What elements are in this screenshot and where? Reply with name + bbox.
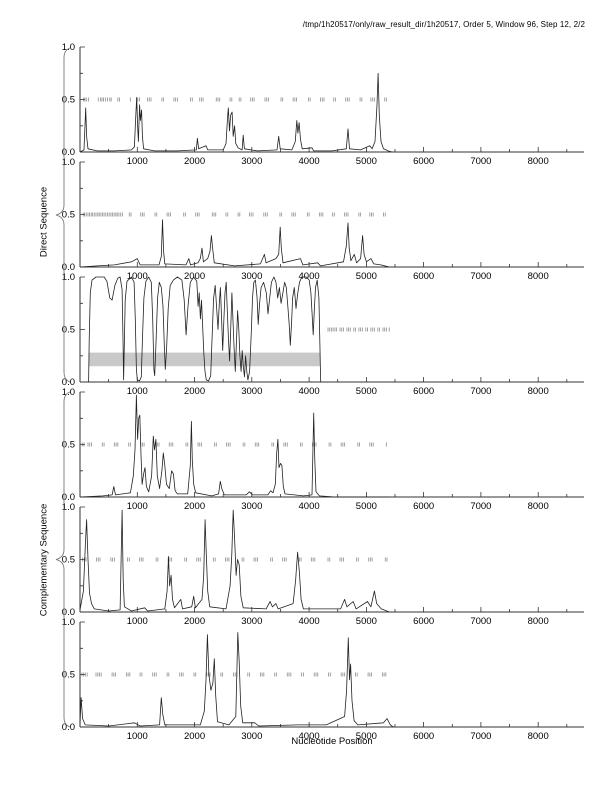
x-tick-label: 1000 [127, 731, 148, 742]
panel-complementary-2: 1000 2000 3000 4000 5000 6000 7000 8000 0.0 0.5 1.… [62, 502, 584, 627]
x-tick-label: 2000 [184, 501, 205, 512]
x-tick-label: 4000 [299, 501, 320, 512]
x-tick-label: 1000 [127, 271, 148, 282]
x-tick-label: 7000 [470, 731, 491, 742]
group-label-direct-sequence: Direct Sequence [38, 186, 50, 258]
panel-complementary-1: 1000 2000 3000 4000 5000 6000 7000 8000 0.0 0.5 1.… [62, 387, 584, 512]
probability-curve [79, 394, 390, 498]
x-tick-label: 2000 [184, 386, 205, 397]
x-tick-label: 2000 [184, 731, 205, 742]
x-tick-label: 8000 [528, 731, 549, 742]
direct-group-brace [55, 47, 71, 383]
x-tick-label: 1000 [127, 501, 148, 512]
probability-curve [79, 219, 390, 268]
complementary-group-brace [55, 391, 71, 728]
probability-curve [79, 509, 390, 613]
x-tick-label: 7000 [470, 616, 491, 627]
x-tick-label: 4000 [299, 731, 320, 742]
x-tick-label: 3000 [241, 271, 262, 282]
x-tick-label: 3000 [241, 616, 262, 627]
x-ticks [108, 607, 568, 612]
x-tick-label: 6000 [413, 731, 434, 742]
x-tick-label: 6000 [413, 386, 434, 397]
probability-curve [79, 632, 394, 728]
x-tick-label: 3000 [241, 156, 262, 167]
y-tick-label: 0.5 [62, 95, 75, 106]
half-level-markers [82, 212, 386, 217]
x-tick-label: 4000 [299, 386, 320, 397]
x-tick-label: 5000 [356, 616, 377, 627]
x-tick-label: 6000 [413, 156, 434, 167]
x-tick-label: 7000 [470, 501, 491, 512]
y-ticks [80, 46, 85, 153]
y-tick-label: 0.5 [62, 325, 75, 336]
probability-curve [88, 276, 322, 383]
x-tick-label: 4000 [299, 616, 320, 627]
y-tick-label: 1.0 [62, 42, 75, 53]
panel-direct-2: 1000 2000 3000 4000 5000 6000 7000 8000 0.0 0.5 1.… [62, 157, 584, 282]
y-tick-label: 0.5 [62, 440, 75, 451]
x-tick-label: 1000 [127, 386, 148, 397]
y-tick-label: 0.0 [62, 262, 75, 273]
x-tick-label: 5000 [356, 731, 377, 742]
y-ticks [80, 276, 85, 383]
x-tick-label: 8000 [528, 616, 549, 627]
x-ticks [108, 377, 568, 382]
x-tick-label: 6000 [413, 271, 434, 282]
x-tick-label: 8000 [528, 501, 549, 512]
x-tick-label: 4000 [299, 271, 320, 282]
chart-title: /tmp/1h20517/only/raw_result_dir/1h20517… [302, 20, 585, 29]
x-tick-label: 8000 [528, 386, 549, 397]
x-tick-label: 3000 [241, 731, 262, 742]
half-level-markers [81, 672, 387, 677]
y-tick-label: 0.0 [62, 377, 75, 388]
x-tick-label: 2000 [184, 616, 205, 627]
half-level-markers [81, 442, 387, 447]
y-tick-label: 0.0 [62, 722, 75, 733]
y-ticks [80, 391, 85, 498]
x-tick-label: 2000 [184, 271, 205, 282]
y-tick-label: 0.0 [62, 147, 75, 158]
y-tick-label: 1.0 [62, 272, 75, 283]
x-tick-label: 8000 [528, 271, 549, 282]
x-axis-label: Nucleotide Position [291, 736, 373, 747]
y-ticks [80, 161, 85, 268]
group-label-complementary-sequence: Complementary Sequence [38, 503, 50, 617]
x-tick-label: 7000 [470, 271, 491, 282]
y-ticks [80, 506, 85, 613]
y-tick-label: 1.0 [62, 502, 75, 513]
y-tick-label: 0.5 [62, 555, 75, 566]
panel-complementary-3: 1000 2000 3000 4000 5000 6000 7000 8000 0.0 0.5 1.… [62, 617, 584, 742]
panel-direct-3: 1000 2000 3000 4000 5000 6000 7000 8000 0.0 0.5 1.… [62, 272, 584, 397]
y-tick-label: 0.5 [62, 210, 75, 221]
x-tick-label: 3000 [241, 501, 262, 512]
half-level-markers [327, 327, 390, 332]
y-ticks [80, 621, 85, 728]
y-tick-label: 0.0 [62, 607, 75, 618]
x-tick-label: 1000 [127, 156, 148, 167]
x-tick-label: 6000 [413, 501, 434, 512]
half-level-markers [82, 97, 387, 102]
x-tick-label: 5000 [356, 501, 377, 512]
probability-curve [79, 72, 393, 153]
x-tick-label: 2000 [184, 156, 205, 167]
y-tick-label: 0.5 [62, 670, 75, 681]
x-tick-label: 8000 [528, 156, 549, 167]
y-tick-label: 1.0 [62, 617, 75, 628]
x-tick-label: 5000 [356, 156, 377, 167]
x-tick-label: 5000 [356, 386, 377, 397]
x-tick-label: 4000 [299, 156, 320, 167]
panel-direct-1: 1000 2000 3000 4000 5000 6000 7000 8000 0.0 0.5 1.… [62, 42, 584, 167]
x-tick-label: 7000 [470, 386, 491, 397]
x-tick-label: 6000 [413, 616, 434, 627]
x-tick-label: 5000 [356, 271, 377, 282]
y-tick-label: 1.0 [62, 157, 75, 168]
x-tick-label: 7000 [470, 156, 491, 167]
half-level-markers [82, 557, 388, 562]
x-tick-label: 1000 [127, 616, 148, 627]
x-ticks [108, 492, 568, 497]
y-tick-label: 0.0 [62, 492, 75, 503]
x-tick-label: 3000 [241, 386, 262, 397]
